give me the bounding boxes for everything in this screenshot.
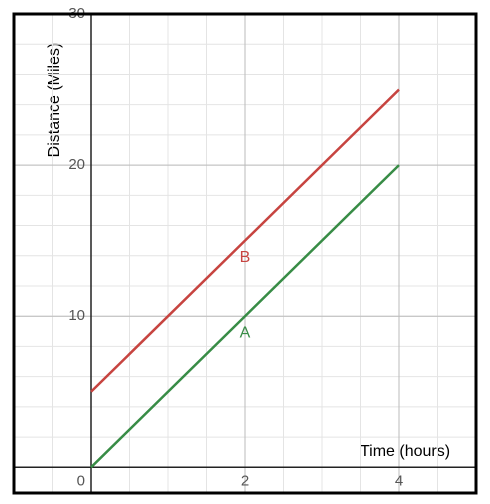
x-tick-label: 4 — [395, 472, 403, 489]
series-label: B — [240, 249, 251, 266]
y-tick-label: 20 — [68, 156, 85, 173]
frame — [12, 12, 478, 495]
y-tick-label: 10 — [68, 307, 85, 324]
y-axis-label: Distance (Miles) — [46, 43, 63, 158]
series-line — [90, 88, 400, 393]
series-line — [90, 164, 400, 469]
y-tick-label: 0 — [77, 472, 85, 489]
x-axis-label: Time (hours) — [360, 443, 450, 460]
series-label: A — [240, 324, 251, 341]
x-tick-label: 2 — [241, 472, 249, 489]
